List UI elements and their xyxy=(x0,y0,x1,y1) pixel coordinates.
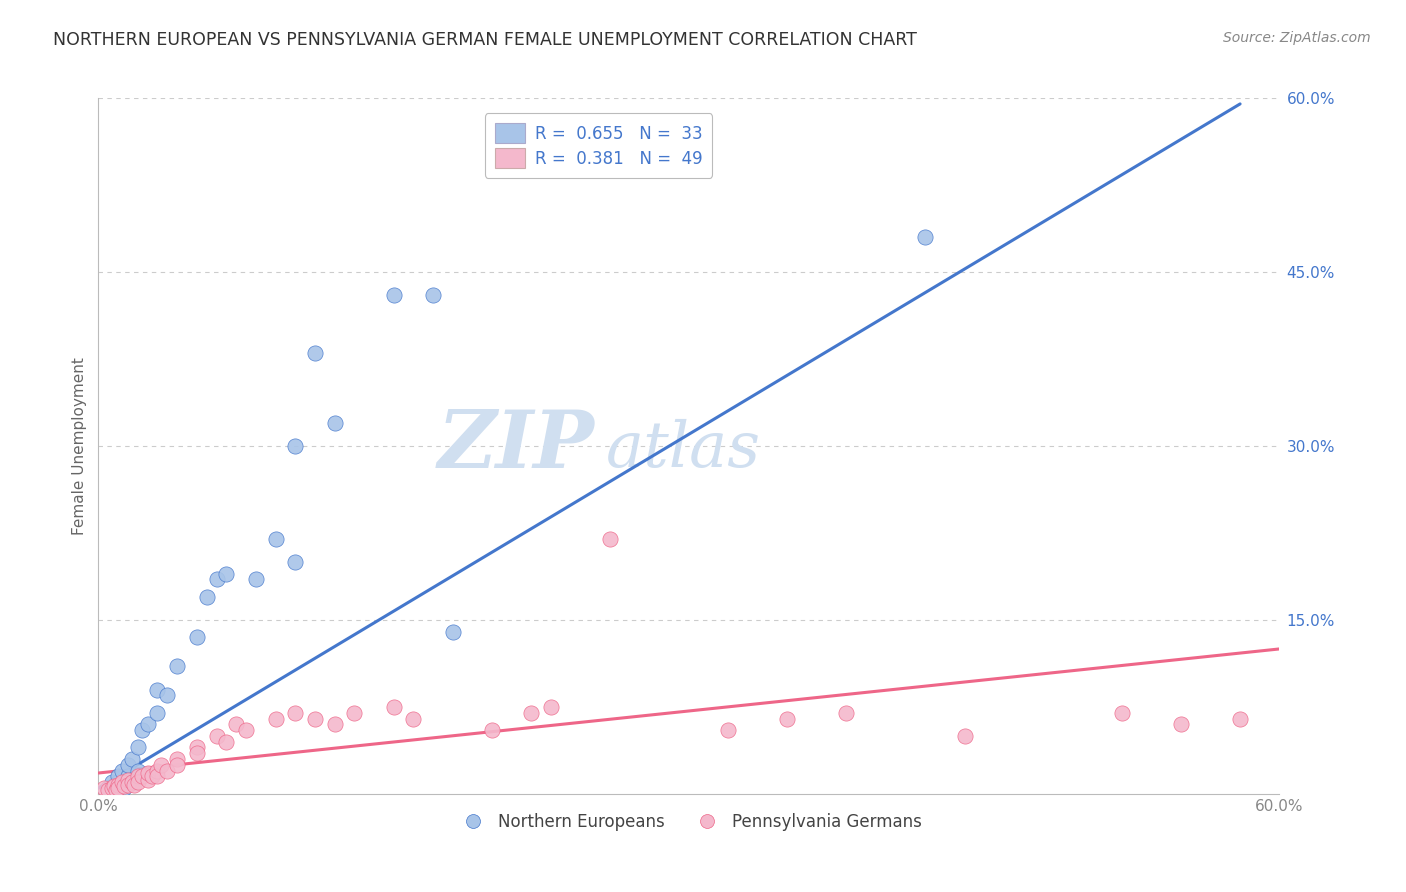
Point xyxy=(382,288,405,302)
Point xyxy=(150,758,173,772)
Point xyxy=(343,706,366,720)
Point xyxy=(121,752,143,766)
Point xyxy=(953,729,976,743)
Point xyxy=(136,772,159,787)
Point xyxy=(382,699,405,714)
Point xyxy=(127,775,149,789)
Point xyxy=(186,740,208,755)
Point xyxy=(117,769,139,784)
Y-axis label: Female Unemployment: Female Unemployment xyxy=(72,357,87,535)
Point xyxy=(245,573,267,587)
Point xyxy=(264,712,287,726)
Point xyxy=(97,781,120,796)
Point xyxy=(101,775,124,789)
Point xyxy=(117,772,139,787)
Point xyxy=(146,764,169,778)
Point xyxy=(215,566,238,581)
Point xyxy=(1229,712,1251,726)
Point xyxy=(117,778,139,792)
Point xyxy=(141,769,163,784)
Point xyxy=(127,764,149,778)
Point xyxy=(1111,706,1133,720)
Point xyxy=(112,779,135,793)
Point xyxy=(914,230,936,244)
Point xyxy=(205,729,228,743)
Point xyxy=(122,775,145,789)
Point xyxy=(146,706,169,720)
Point xyxy=(540,699,562,714)
Point xyxy=(284,555,307,569)
Point xyxy=(107,775,129,789)
Point xyxy=(111,775,134,789)
Point xyxy=(136,717,159,731)
Point xyxy=(422,288,444,302)
Point xyxy=(103,781,125,796)
Point xyxy=(107,769,129,784)
Point xyxy=(131,769,153,784)
Point xyxy=(107,778,129,792)
Point xyxy=(1170,717,1192,731)
Point xyxy=(235,723,257,737)
Point xyxy=(156,764,179,778)
Point xyxy=(156,689,179,703)
Text: atlas: atlas xyxy=(606,418,761,480)
Point xyxy=(131,723,153,737)
Point xyxy=(93,781,115,796)
Point xyxy=(215,735,238,749)
Point xyxy=(835,706,858,720)
Point xyxy=(402,712,425,726)
Point xyxy=(166,752,188,766)
Point xyxy=(599,532,621,546)
Point xyxy=(205,573,228,587)
Point xyxy=(166,758,188,772)
Text: Source: ZipAtlas.com: Source: ZipAtlas.com xyxy=(1223,31,1371,45)
Point xyxy=(717,723,740,737)
Legend: Northern Europeans, Pennsylvania Germans: Northern Europeans, Pennsylvania Germans xyxy=(450,806,928,838)
Point xyxy=(264,532,287,546)
Point xyxy=(284,706,307,720)
Text: ZIP: ZIP xyxy=(437,408,595,484)
Point xyxy=(304,712,326,726)
Point xyxy=(146,682,169,697)
Point xyxy=(127,769,149,784)
Point xyxy=(166,659,188,673)
Point xyxy=(117,758,139,772)
Point xyxy=(776,712,799,726)
Point xyxy=(304,346,326,360)
Point xyxy=(284,439,307,453)
Point xyxy=(146,769,169,784)
Point xyxy=(97,783,120,797)
Point xyxy=(136,766,159,780)
Point xyxy=(186,630,208,644)
Point xyxy=(186,746,208,760)
Point xyxy=(112,781,135,796)
Point xyxy=(225,717,247,731)
Point xyxy=(441,624,464,639)
Point xyxy=(195,590,218,604)
Point xyxy=(481,723,503,737)
Point xyxy=(323,416,346,430)
Point xyxy=(101,781,124,796)
Point xyxy=(107,781,129,796)
Text: NORTHERN EUROPEAN VS PENNSYLVANIA GERMAN FEMALE UNEMPLOYMENT CORRELATION CHART: NORTHERN EUROPEAN VS PENNSYLVANIA GERMAN… xyxy=(53,31,917,49)
Point xyxy=(323,717,346,731)
Point xyxy=(121,775,143,789)
Point xyxy=(103,779,125,793)
Point xyxy=(111,764,134,778)
Point xyxy=(127,740,149,755)
Point xyxy=(122,778,145,792)
Point xyxy=(105,783,128,797)
Point xyxy=(520,706,543,720)
